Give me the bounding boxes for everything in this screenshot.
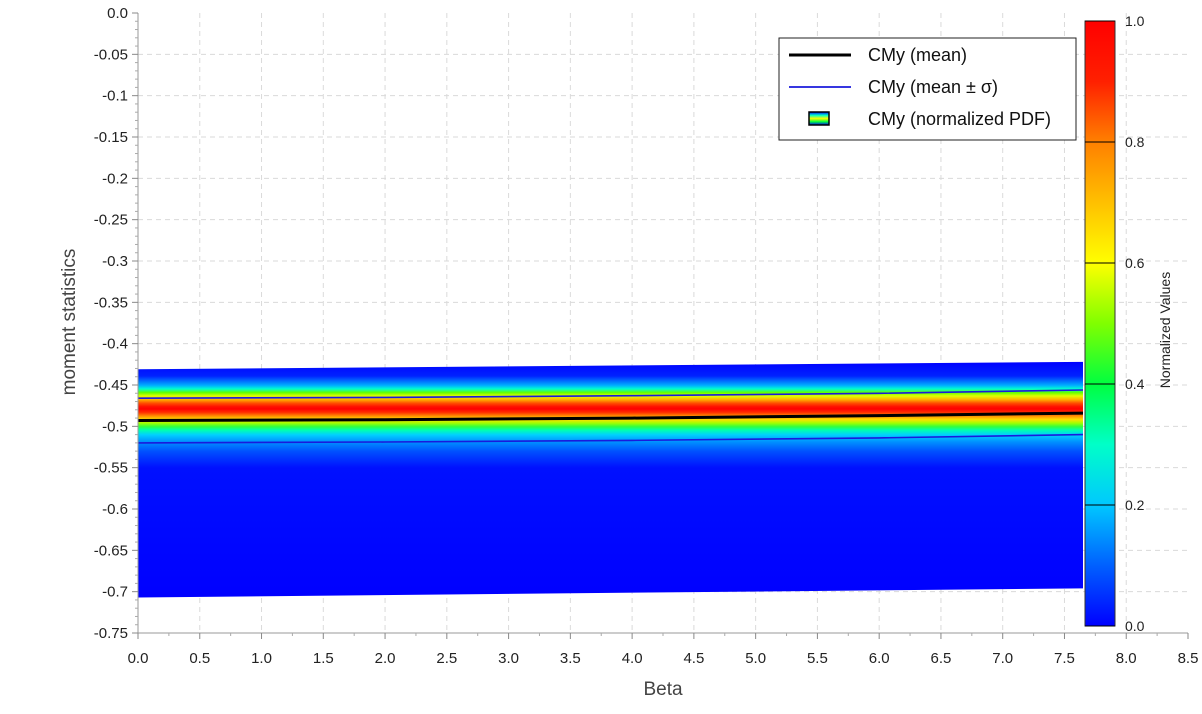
y-tick-label: -0.55 [94, 460, 128, 477]
x-tick-label: 6.5 [931, 650, 952, 667]
x-tick-label: 1.5 [313, 650, 334, 667]
x-axis-title: Beta [643, 679, 683, 700]
series-line-2 [138, 433, 1084, 444]
x-tick-label: 5.5 [807, 650, 828, 667]
x-tick-label: 8.5 [1178, 650, 1199, 667]
colorbar-tick-label: 0.6 [1125, 255, 1145, 271]
colorbar-tick-label: 0.2 [1125, 497, 1145, 513]
y-tick-label: -0.6 [102, 501, 128, 518]
x-tick-label: 1.0 [251, 650, 272, 667]
y-tick-label: -0.45 [94, 377, 128, 394]
x-tick-label: 7.5 [1054, 650, 1075, 667]
x-tick-label: 6.0 [869, 650, 890, 667]
series-line-0 [138, 411, 1084, 422]
legend-label-2: CMy (normalized PDF) [868, 109, 1051, 129]
colorbar-title: Normalized Values [1157, 272, 1173, 388]
x-tick-label: 5.0 [745, 650, 766, 667]
x-tick-label: 2.0 [375, 650, 396, 667]
colorbar: 0.0 0.2 0.4 0.6 0.8 1.0 Normalized Values [1084, 13, 1173, 634]
y-tick-label: -0.35 [94, 294, 128, 311]
x-axis-ticks: 0.0 0.5 1.0 1.5 2.0 2.5 3.0 3.5 4.0 4.5 5.0 5.5 6.0 6… [128, 633, 1199, 667]
y-axis-ticks: 0.0 -0.05 -0.1 -0.15 -0.2 -0.25 -0.3 -0.35 -0.4 -… [94, 5, 138, 642]
y-tick-label: -0.1 [102, 88, 128, 105]
x-tick-label: 7.0 [992, 650, 1013, 667]
y-tick-label: -0.3 [102, 253, 128, 270]
legend-label-1: CMy (mean ± σ) [868, 77, 998, 97]
y-tick-label: -0.75 [94, 625, 128, 642]
y-tick-label: -0.5 [102, 418, 128, 435]
x-tick-label: 4.5 [683, 650, 704, 667]
legend-label-0: CMy (mean) [868, 45, 967, 65]
series-lines [138, 389, 1084, 444]
colorbar-tick-label: 1.0 [1125, 13, 1145, 29]
y-tick-label: -0.7 [102, 584, 128, 601]
x-tick-label: 3.5 [560, 650, 581, 667]
y-axis-title: moment statistics [59, 249, 80, 396]
x-tick-label: 0.0 [128, 650, 149, 667]
y-tick-label: -0.65 [94, 542, 128, 559]
x-tick-label: 3.0 [498, 650, 519, 667]
colorbar-tick-label: 0.0 [1125, 618, 1145, 634]
y-tick-label: 0.0 [107, 5, 128, 22]
colorbar-scale [1084, 20, 1116, 627]
y-tick-label: -0.05 [94, 46, 128, 63]
series-line-1 [138, 389, 1084, 399]
y-tick-label: -0.25 [94, 212, 128, 229]
x-tick-label: 0.5 [189, 650, 210, 667]
x-tick-label: 8.0 [1116, 650, 1137, 667]
x-tick-label: 2.5 [436, 650, 457, 667]
colorbar-tick-label: 0.8 [1125, 134, 1145, 150]
y-tick-label: -0.15 [94, 129, 128, 146]
legend: CMy (mean) CMy (mean ± σ) CMy (normalized … [778, 37, 1077, 141]
colorbar-tick-label: 0.4 [1125, 376, 1145, 392]
y-tick-label: -0.2 [102, 170, 128, 187]
x-tick-label: 4.0 [622, 650, 643, 667]
y-tick-label: -0.4 [102, 336, 128, 353]
legend-swatch-2 [808, 111, 830, 126]
